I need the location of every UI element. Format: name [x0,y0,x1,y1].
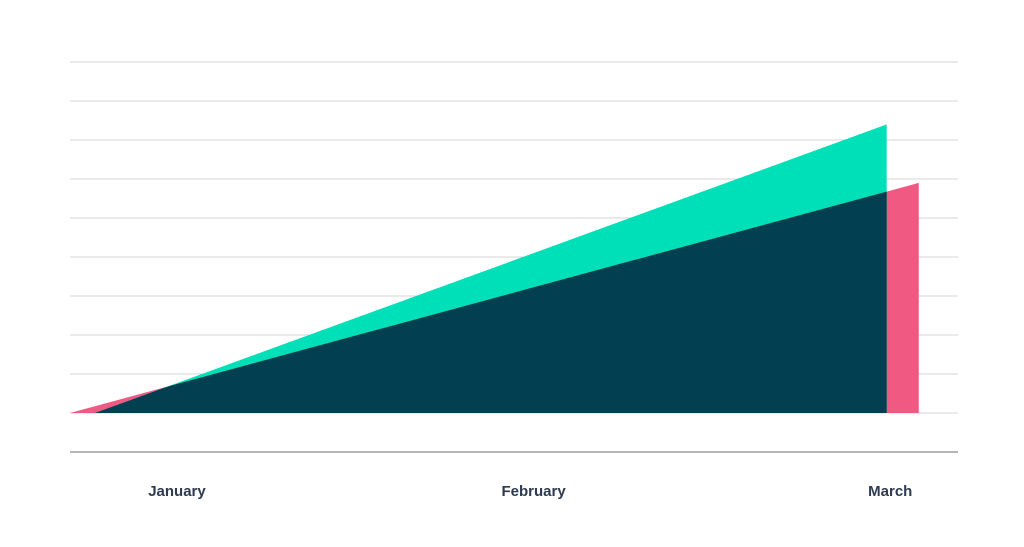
area-overlap [94,182,887,413]
x-tick-label: March [868,483,912,500]
x-tick-label: February [502,483,567,500]
x-tick-label: January [148,483,206,500]
